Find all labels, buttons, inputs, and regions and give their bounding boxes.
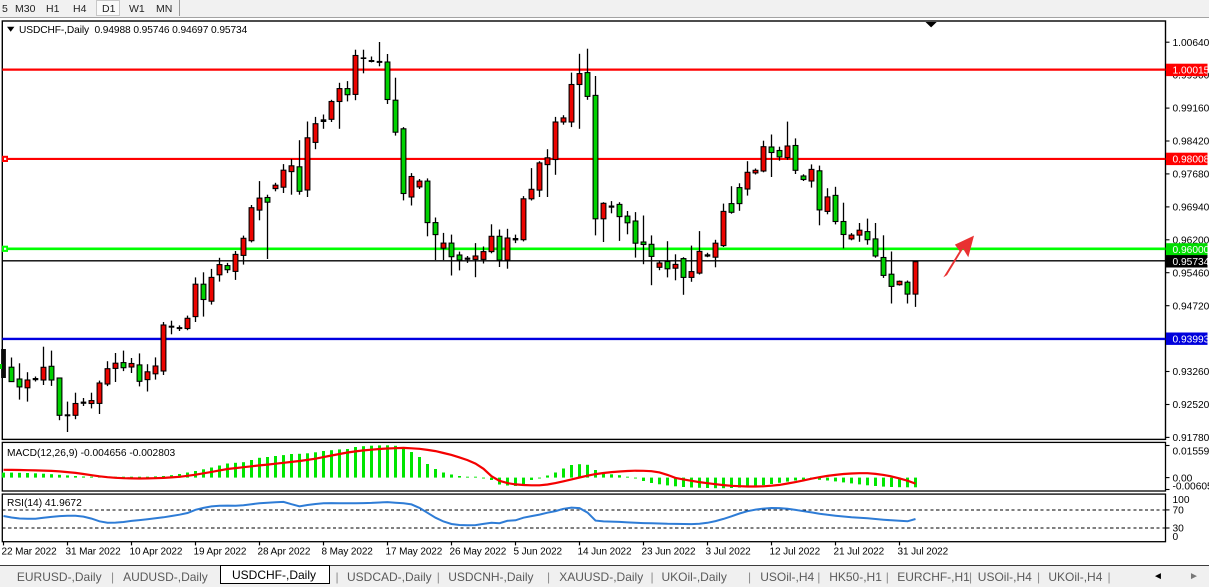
svg-text:0.015596: 0.015596: [1173, 446, 1209, 457]
svg-text:USDCHF-,Daily 0.94988 0.95746: USDCHF-,Daily 0.94988 0.95746 0.94697 0.…: [19, 25, 248, 36]
svg-text:5 Jun 2022: 5 Jun 2022: [514, 547, 563, 558]
svg-text:0.98008: 0.98008: [1173, 155, 1209, 166]
svg-text:1.00640: 1.00640: [1173, 38, 1209, 49]
svg-text:100: 100: [1173, 495, 1190, 506]
svg-text:RSI(14) 41.9672: RSI(14) 41.9672: [7, 498, 82, 509]
svg-text:0.91780: 0.91780: [1173, 433, 1209, 444]
svg-text:0.96940: 0.96940: [1173, 203, 1209, 214]
svg-text:8 May 2022: 8 May 2022: [322, 547, 374, 558]
svg-text:0.99160: 0.99160: [1173, 104, 1209, 115]
svg-text:1.00015: 1.00015: [1173, 66, 1209, 77]
svg-text:0.93993: 0.93993: [1173, 334, 1209, 345]
svg-text:10 Apr 2022: 10 Apr 2022: [130, 547, 183, 558]
svg-text:MACD(12,26,9) -0.004656 -0.002: MACD(12,26,9) -0.004656 -0.002803: [7, 448, 176, 459]
svg-text:0.96000: 0.96000: [1173, 245, 1209, 256]
svg-text:3 Jul 2022: 3 Jul 2022: [706, 547, 752, 558]
svg-text:0: 0: [1173, 532, 1179, 543]
svg-text:0.95734: 0.95734: [1173, 257, 1209, 268]
svg-text:17 May 2022: 17 May 2022: [386, 547, 443, 558]
svg-text:31 Mar 2022: 31 Mar 2022: [66, 547, 122, 558]
svg-text:0.96200: 0.96200: [1173, 235, 1209, 246]
svg-text:30: 30: [1173, 524, 1185, 535]
svg-text:23 Jun 2022: 23 Jun 2022: [642, 547, 696, 558]
svg-text:0.93260: 0.93260: [1173, 367, 1209, 378]
svg-text:28 Apr 2022: 28 Apr 2022: [258, 547, 311, 558]
svg-text:0.95460: 0.95460: [1173, 268, 1209, 279]
svg-text:0.98420: 0.98420: [1173, 137, 1209, 148]
svg-text:0.99900: 0.99900: [1173, 71, 1209, 82]
svg-text:21 Jul 2022: 21 Jul 2022: [834, 547, 885, 558]
svg-text:26 May 2022: 26 May 2022: [450, 547, 507, 558]
svg-text:22 Mar 2022: 22 Mar 2022: [2, 547, 58, 558]
svg-text:0.94720: 0.94720: [1173, 301, 1209, 312]
svg-text:-0.006055: -0.006055: [1173, 481, 1209, 492]
svg-text:14 Jun 2022: 14 Jun 2022: [578, 547, 632, 558]
svg-text:70: 70: [1173, 505, 1185, 516]
svg-text:31 Jul 2022: 31 Jul 2022: [898, 547, 949, 558]
svg-text:0.00: 0.00: [1173, 474, 1193, 485]
svg-text:0.97680: 0.97680: [1173, 170, 1209, 181]
svg-text:0.92520: 0.92520: [1173, 400, 1209, 411]
svg-text:12 Jul 2022: 12 Jul 2022: [770, 547, 821, 558]
svg-text:19 Apr 2022: 19 Apr 2022: [194, 547, 247, 558]
